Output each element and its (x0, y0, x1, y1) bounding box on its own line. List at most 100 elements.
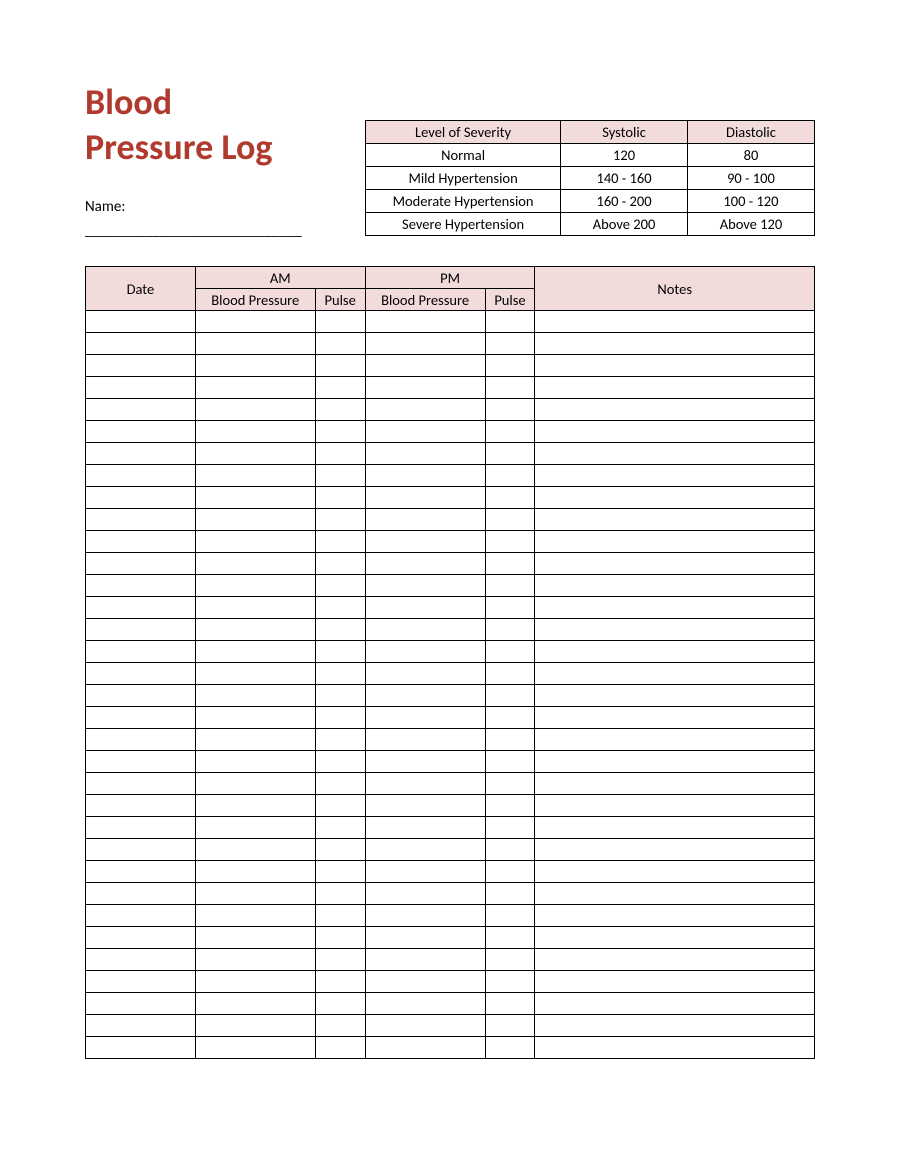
log-cell[interactable] (195, 971, 315, 993)
log-cell[interactable] (315, 663, 365, 685)
log-cell[interactable] (86, 443, 196, 465)
log-cell[interactable] (86, 883, 196, 905)
log-cell[interactable] (485, 509, 535, 531)
log-cell[interactable] (535, 311, 815, 333)
log-cell[interactable] (365, 597, 485, 619)
log-cell[interactable] (315, 927, 365, 949)
log-cell[interactable] (315, 1015, 365, 1037)
log-cell[interactable] (86, 663, 196, 685)
log-cell[interactable] (535, 773, 815, 795)
log-cell[interactable] (195, 399, 315, 421)
log-cell[interactable] (485, 795, 535, 817)
log-cell[interactable] (315, 311, 365, 333)
log-cell[interactable] (365, 619, 485, 641)
log-cell[interactable] (485, 685, 535, 707)
log-cell[interactable] (315, 443, 365, 465)
log-cell[interactable] (195, 707, 315, 729)
log-cell[interactable] (315, 839, 365, 861)
log-cell[interactable] (535, 421, 815, 443)
log-cell[interactable] (485, 619, 535, 641)
log-cell[interactable] (86, 641, 196, 663)
log-cell[interactable] (195, 311, 315, 333)
log-cell[interactable] (86, 971, 196, 993)
log-cell[interactable] (195, 729, 315, 751)
log-cell[interactable] (315, 377, 365, 399)
log-cell[interactable] (195, 861, 315, 883)
log-cell[interactable] (535, 751, 815, 773)
log-cell[interactable] (365, 509, 485, 531)
log-cell[interactable] (195, 509, 315, 531)
log-cell[interactable] (86, 861, 196, 883)
log-cell[interactable] (315, 993, 365, 1015)
log-cell[interactable] (315, 905, 365, 927)
log-cell[interactable] (365, 311, 485, 333)
log-cell[interactable] (315, 729, 365, 751)
log-cell[interactable] (535, 1037, 815, 1059)
log-cell[interactable] (535, 905, 815, 927)
log-cell[interactable] (315, 883, 365, 905)
log-cell[interactable] (535, 1015, 815, 1037)
log-cell[interactable] (535, 817, 815, 839)
log-cell[interactable] (365, 377, 485, 399)
log-cell[interactable] (535, 663, 815, 685)
log-cell[interactable] (365, 795, 485, 817)
log-cell[interactable] (86, 531, 196, 553)
log-cell[interactable] (86, 399, 196, 421)
log-cell[interactable] (195, 1015, 315, 1037)
log-cell[interactable] (535, 509, 815, 531)
log-cell[interactable] (535, 927, 815, 949)
log-cell[interactable] (535, 465, 815, 487)
log-cell[interactable] (86, 795, 196, 817)
log-cell[interactable] (365, 1037, 485, 1059)
log-cell[interactable] (195, 773, 315, 795)
log-cell[interactable] (535, 729, 815, 751)
log-cell[interactable] (365, 883, 485, 905)
log-cell[interactable] (195, 795, 315, 817)
log-cell[interactable] (485, 971, 535, 993)
log-cell[interactable] (195, 355, 315, 377)
log-cell[interactable] (365, 355, 485, 377)
log-cell[interactable] (195, 883, 315, 905)
log-cell[interactable] (86, 509, 196, 531)
log-cell[interactable] (315, 553, 365, 575)
log-cell[interactable] (86, 839, 196, 861)
log-cell[interactable] (315, 795, 365, 817)
log-cell[interactable] (535, 619, 815, 641)
log-cell[interactable] (86, 553, 196, 575)
log-cell[interactable] (535, 795, 815, 817)
log-cell[interactable] (315, 575, 365, 597)
log-cell[interactable] (195, 487, 315, 509)
log-cell[interactable] (485, 443, 535, 465)
log-cell[interactable] (485, 355, 535, 377)
log-cell[interactable] (535, 355, 815, 377)
log-cell[interactable] (195, 1037, 315, 1059)
log-cell[interactable] (195, 949, 315, 971)
log-cell[interactable] (86, 333, 196, 355)
log-cell[interactable] (315, 597, 365, 619)
log-cell[interactable] (535, 685, 815, 707)
log-cell[interactable] (195, 993, 315, 1015)
log-cell[interactable] (315, 773, 365, 795)
log-cell[interactable] (485, 663, 535, 685)
log-cell[interactable] (485, 399, 535, 421)
log-cell[interactable] (195, 817, 315, 839)
log-cell[interactable] (315, 619, 365, 641)
log-cell[interactable] (535, 993, 815, 1015)
log-cell[interactable] (315, 399, 365, 421)
log-cell[interactable] (315, 421, 365, 443)
log-cell[interactable] (315, 949, 365, 971)
log-cell[interactable] (365, 531, 485, 553)
log-cell[interactable] (195, 685, 315, 707)
log-cell[interactable] (86, 355, 196, 377)
log-cell[interactable] (485, 641, 535, 663)
log-cell[interactable] (315, 531, 365, 553)
log-cell[interactable] (485, 839, 535, 861)
log-cell[interactable] (195, 465, 315, 487)
log-cell[interactable] (195, 905, 315, 927)
log-cell[interactable] (485, 575, 535, 597)
log-cell[interactable] (195, 839, 315, 861)
log-cell[interactable] (365, 487, 485, 509)
log-cell[interactable] (365, 839, 485, 861)
log-cell[interactable] (195, 575, 315, 597)
log-cell[interactable] (485, 993, 535, 1015)
